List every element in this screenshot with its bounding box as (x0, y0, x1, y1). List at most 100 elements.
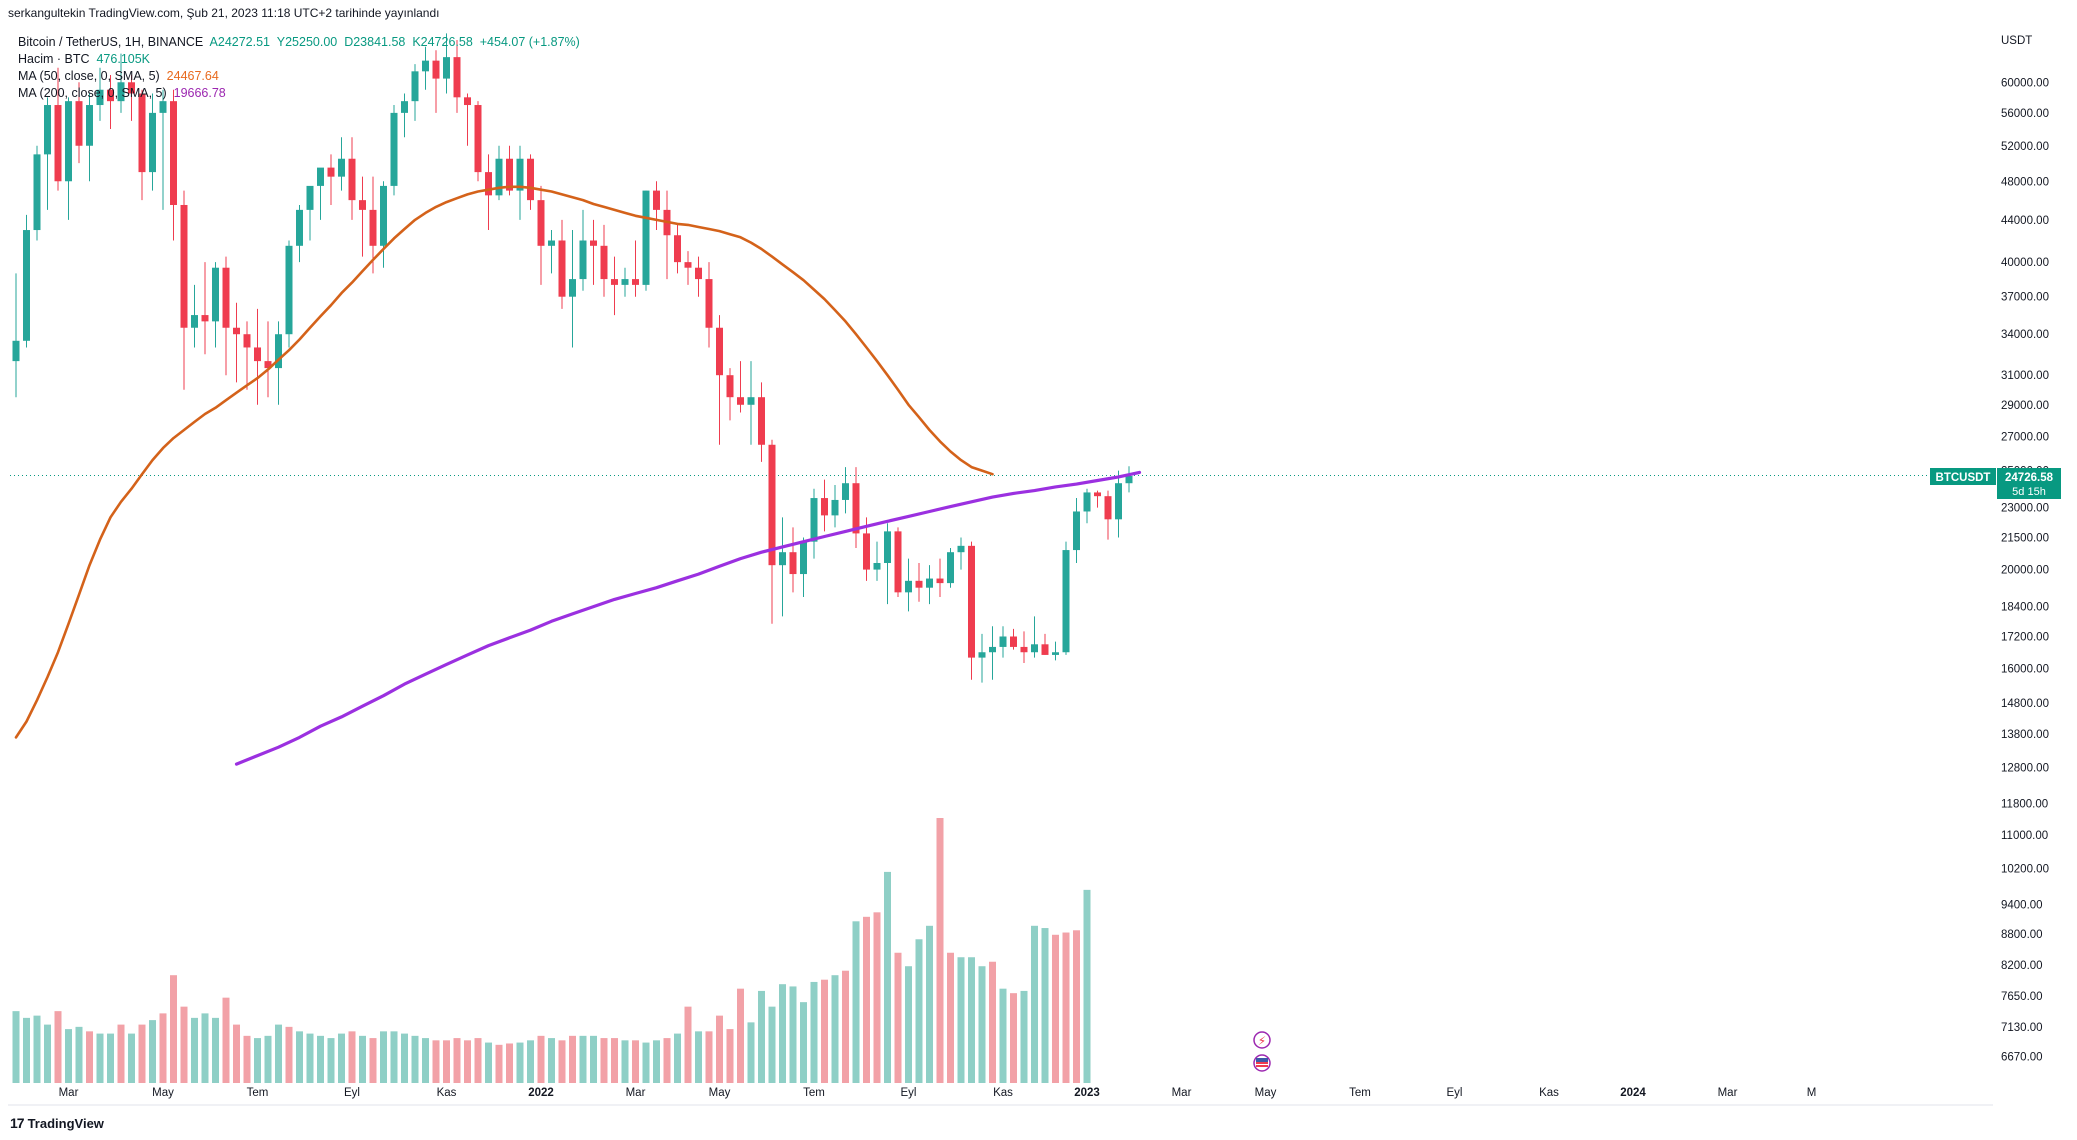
candle (306, 185, 314, 241)
chart-legend: Bitcoin / TetherUS, 1H, BINANCE A24272.5… (18, 34, 580, 102)
candle (180, 190, 188, 390)
candle-body (306, 185, 314, 210)
y-tick-label: 20000.00 (2001, 565, 2049, 577)
candle-body (117, 82, 125, 102)
candle (705, 262, 713, 348)
event-markers[interactable]: ⚡ (1253, 1031, 1271, 1072)
volume-bar (254, 1038, 261, 1083)
candle-body (380, 185, 387, 246)
candle (674, 224, 681, 274)
y-tick-label: 37000.00 (2001, 292, 2049, 304)
volume-bar (369, 1038, 377, 1083)
candle-body (1062, 550, 1070, 653)
candle (54, 67, 62, 191)
volume-bar (768, 1006, 776, 1083)
volume-label: Hacim · BTC (18, 52, 90, 66)
legend-ohlc-row[interactable]: Bitcoin / TetherUS, 1H, BINANCE A24272.5… (18, 34, 580, 51)
ohlc-close: K24726.58 (412, 35, 473, 49)
volume-bar (989, 961, 996, 1083)
candle-body (947, 552, 954, 584)
volume-bar (65, 1029, 72, 1083)
price-badge-value: 24726.58 (2005, 472, 2054, 484)
volume-bar (474, 1038, 482, 1083)
candle-body (254, 347, 261, 362)
time-axis[interactable]: Mar May Tem Eyl Kas 2022 Mar May Tem Eyl Kas 2023 Ma… (8, 1087, 1993, 1106)
legend-volume-row[interactable]: Hacim · BTC 476.105K (18, 51, 580, 68)
x-tick-label: Kas (993, 1087, 1013, 1099)
candle (968, 541, 975, 680)
x-tick-label: M (1807, 1087, 1817, 1099)
x-tick-label: Tem (1349, 1087, 1371, 1099)
candle-body (275, 334, 282, 369)
volume-bar (894, 952, 902, 1083)
volume-bar (1031, 925, 1038, 1083)
lightning-icon[interactable] (1253, 1031, 1271, 1049)
candle (191, 284, 198, 348)
candle-body (485, 172, 492, 196)
candle-body (516, 158, 524, 191)
candle (789, 527, 797, 593)
moving-averages (14, 185, 1142, 766)
candle-body (107, 89, 114, 102)
candle (107, 74, 114, 130)
candle (590, 219, 597, 285)
candle-body (401, 101, 408, 113)
volume-bar (33, 1015, 41, 1083)
candle (317, 167, 324, 220)
x-tick-label: Mar (1718, 1087, 1738, 1099)
price-axis[interactable]: USDT 60000.00 56000.00 52000.00 48000.00 4400… (2001, 35, 2049, 1064)
candlesticks (12, 33, 1133, 683)
candle (128, 74, 135, 121)
candle-body (369, 209, 377, 246)
candle-body (695, 267, 702, 280)
legend-ma200-row[interactable]: MA (200, close, 0, SMA, 5) 19666.78 (18, 85, 580, 102)
candle (621, 267, 629, 297)
candle (758, 382, 765, 462)
volume-bar (968, 957, 975, 1083)
candle (254, 308, 261, 405)
candle-body (978, 652, 986, 658)
volume-bar (506, 1043, 513, 1083)
volume-bar (705, 1031, 713, 1083)
candle-body (432, 60, 440, 79)
volume-bar (138, 1024, 146, 1083)
candle-body (915, 580, 923, 588)
candle (443, 33, 450, 94)
tradingview-brand[interactable]: 17 TradingView (10, 1115, 104, 1131)
volume-bar (1052, 934, 1059, 1083)
candle (44, 97, 51, 210)
candle (632, 240, 639, 297)
candle-body (222, 267, 230, 328)
volume-bar (75, 1026, 83, 1083)
volume-bar (1041, 928, 1049, 1083)
y-tick-label: 9400.00 (2001, 899, 2043, 911)
candle-body (201, 315, 209, 322)
candle (201, 262, 209, 355)
candle-body (33, 154, 41, 231)
legend-ma50-row[interactable]: MA (50, close, 0, SMA, 5) 24467.64 (18, 68, 580, 85)
candle-body (338, 158, 345, 177)
candle (264, 321, 272, 398)
candle-body (957, 545, 965, 553)
y-tick-label: 31000.00 (2001, 370, 2049, 382)
volume-bar (464, 1040, 471, 1083)
candle-body (926, 578, 933, 588)
volume-bar (485, 1042, 492, 1083)
candle-body (726, 375, 734, 398)
price-badge-symbol: BTCUSDT (1936, 472, 1991, 484)
ma50-label: MA (50, close, 0, SMA, 5) (18, 69, 160, 83)
volume-bar (926, 925, 933, 1083)
volume-bar (1010, 993, 1017, 1083)
volume-bar (642, 1042, 650, 1083)
volume-bar (863, 916, 870, 1083)
candle-body (264, 361, 272, 369)
candle (747, 361, 755, 445)
candle-body (453, 57, 461, 98)
candle (65, 97, 72, 220)
volume-bar (243, 1035, 251, 1083)
candle (285, 240, 293, 348)
candle-body (1094, 492, 1101, 497)
y-tick-label: 44000.00 (2001, 215, 2049, 227)
candle-body (159, 101, 167, 113)
